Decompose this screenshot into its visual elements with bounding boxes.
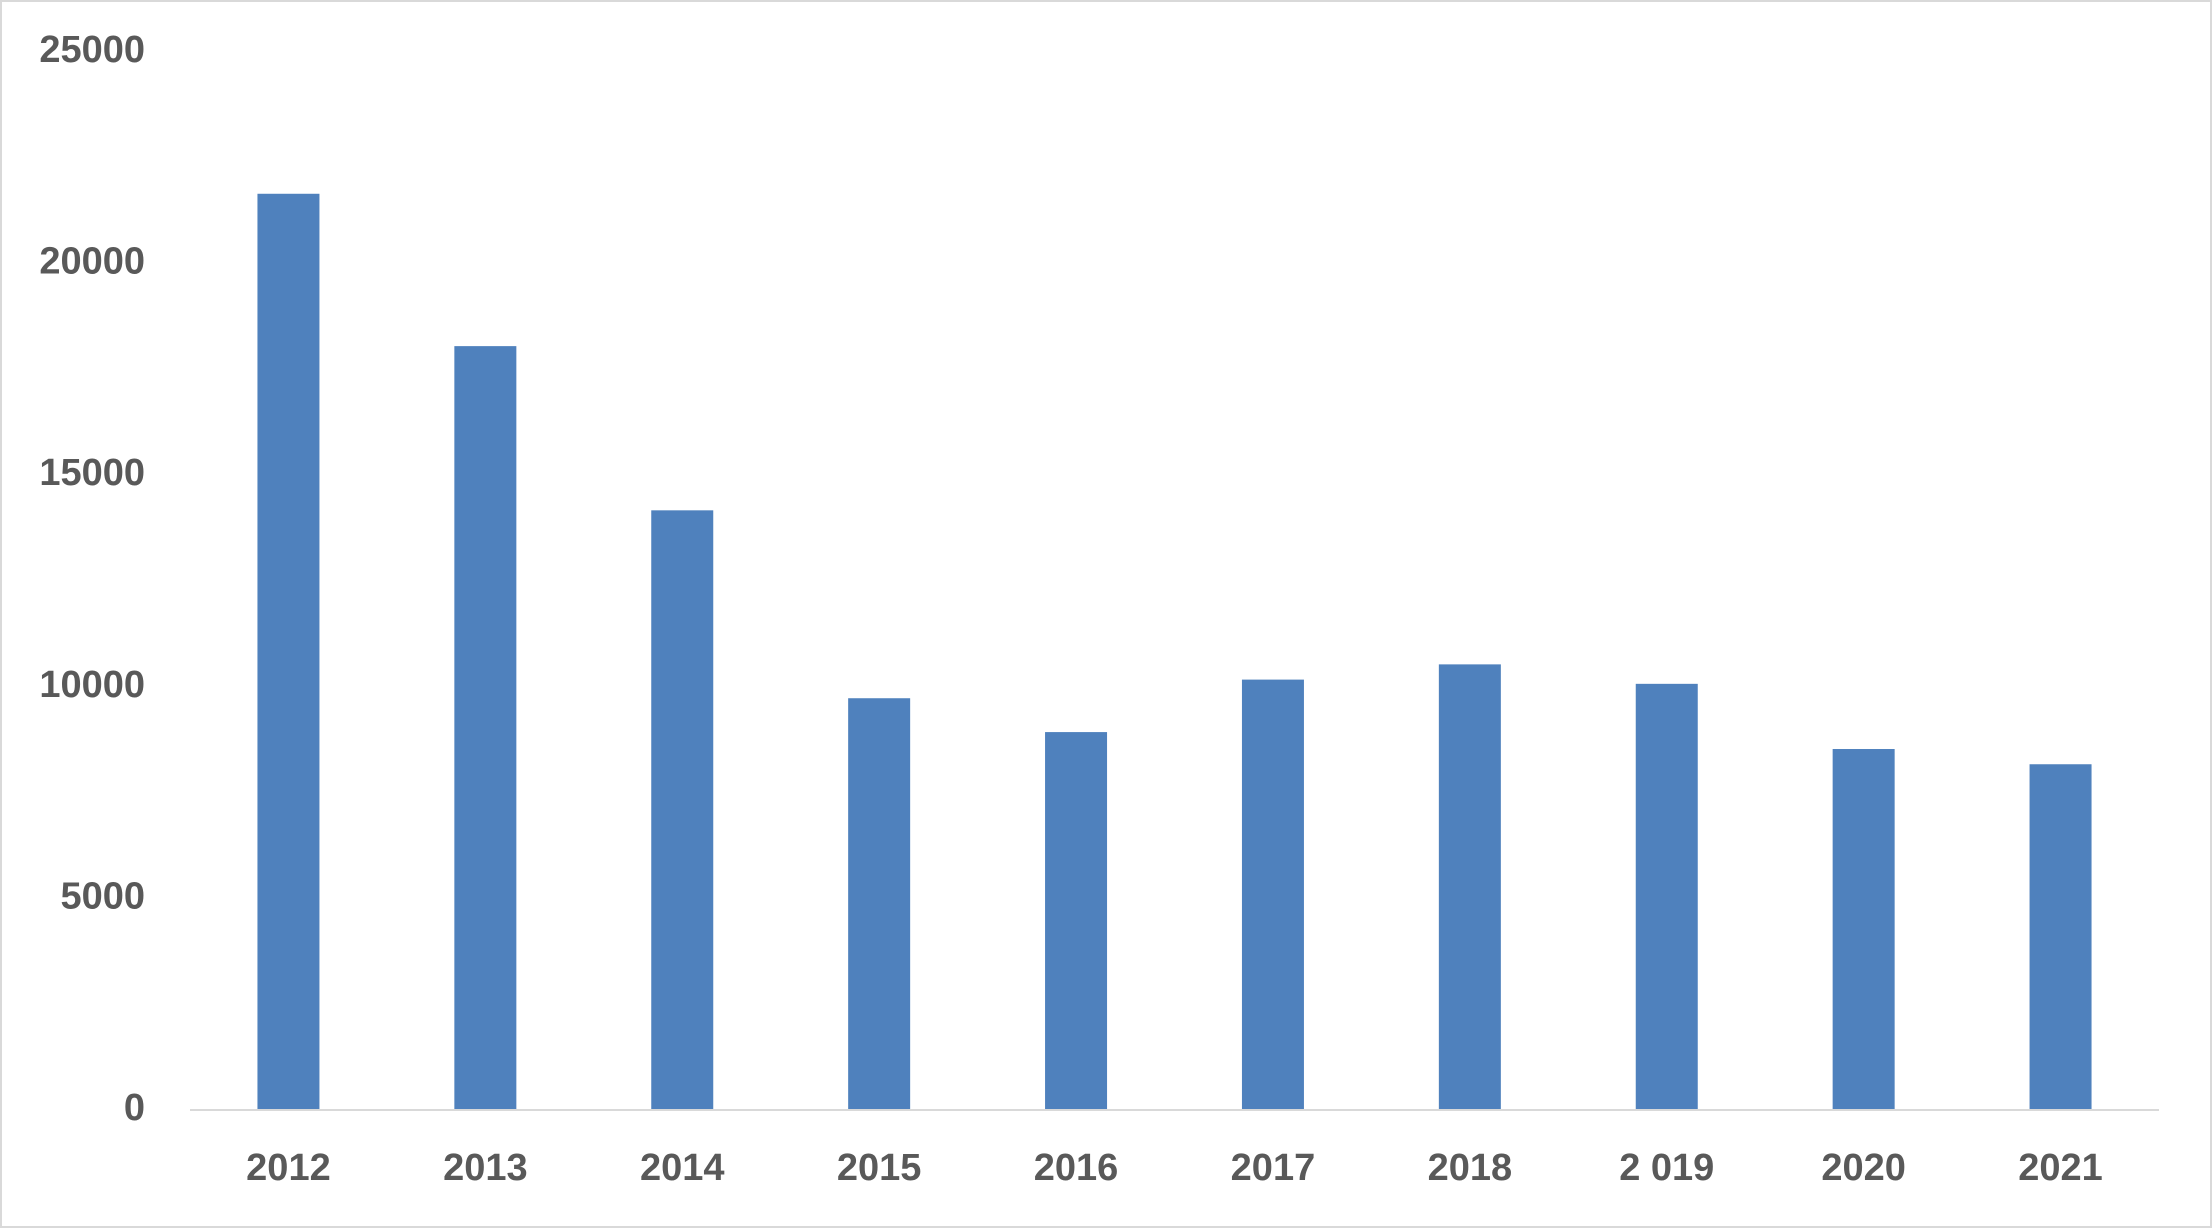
bar [651, 510, 714, 1111]
bar [1832, 749, 1895, 1110]
y-tick-label: 10000 [39, 664, 145, 706]
x-tick-label: 2021 [2018, 1147, 2103, 1189]
y-tick-label: 15000 [39, 452, 145, 494]
y-tick-label: 20000 [39, 241, 145, 283]
y-tick-label: 5000 [60, 875, 145, 917]
x-tick-label: 2015 [837, 1147, 922, 1189]
x-tick-label: 2 019 [1619, 1147, 1714, 1189]
x-tick-label: 2018 [1428, 1147, 1513, 1189]
bar [1241, 679, 1304, 1110]
bar [257, 193, 320, 1111]
y-tick-label: 0 [124, 1087, 145, 1129]
x-tick-label: 2016 [1034, 1147, 1119, 1189]
x-tick-label: 2020 [1821, 1147, 1906, 1189]
x-tick-label: 2013 [443, 1147, 528, 1189]
bar [848, 698, 911, 1110]
bar [1438, 664, 1501, 1110]
x-tick-label: 2017 [1231, 1147, 1316, 1189]
bar [1635, 683, 1698, 1110]
x-tick-label: 2012 [246, 1147, 331, 1189]
y-tick-label: 25000 [39, 29, 145, 71]
bar [1045, 732, 1108, 1110]
bar [454, 346, 517, 1110]
x-tick-label: 2014 [640, 1147, 725, 1189]
bar [2029, 764, 2092, 1110]
